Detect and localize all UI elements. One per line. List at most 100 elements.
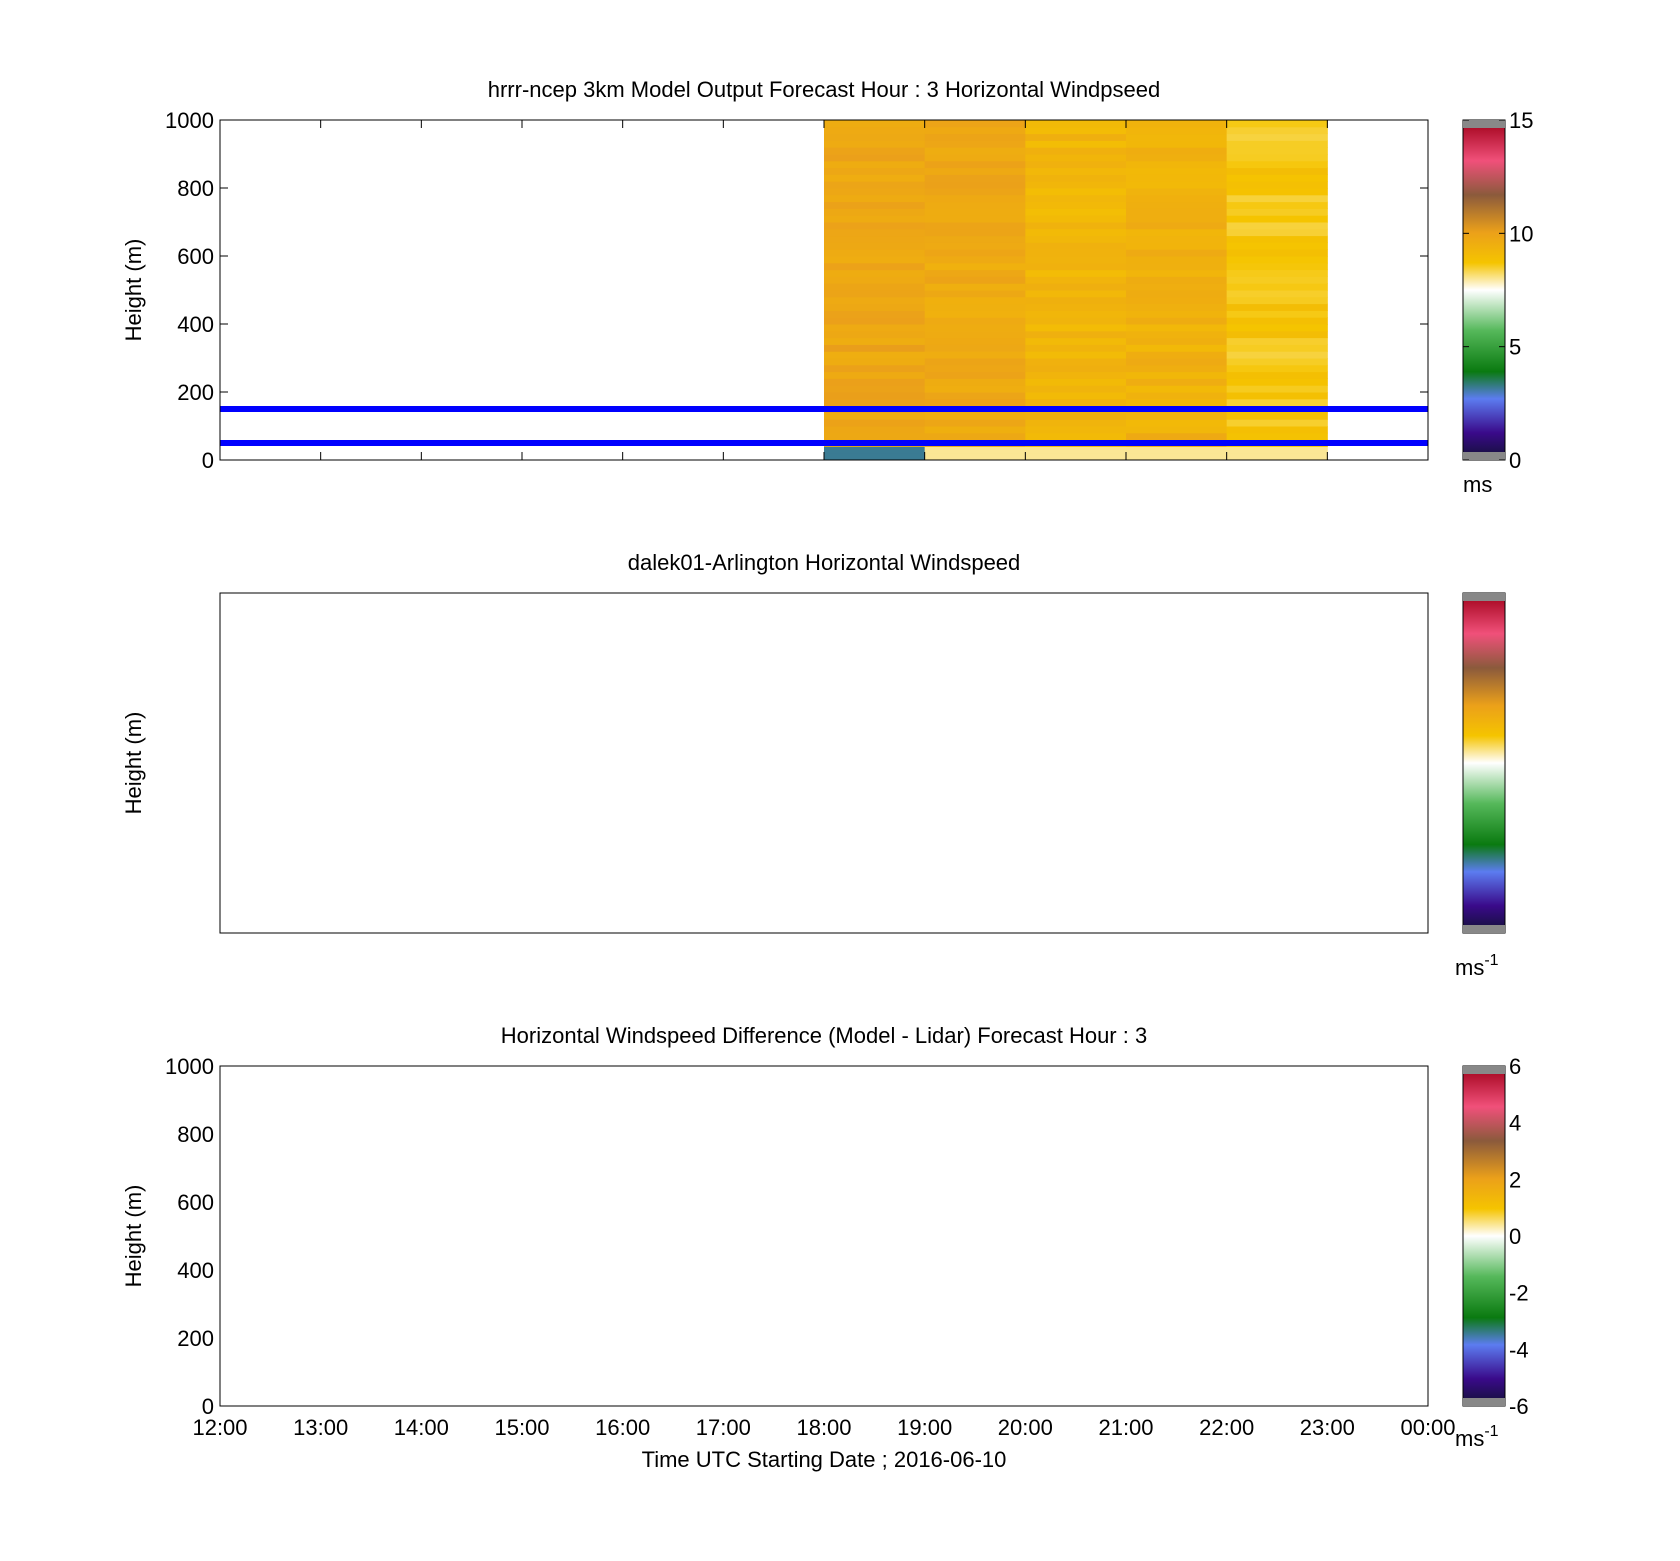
colorbar-tick-label: 5 — [1509, 335, 1521, 360]
heatmap-cell — [924, 167, 1026, 175]
colorbar-cap-bottom — [1463, 925, 1505, 933]
colorbar-tick-label: 6 — [1509, 1054, 1521, 1079]
heatmap-cell — [1126, 222, 1228, 230]
heatmap-cell — [824, 147, 926, 155]
heatmap-cell — [1126, 188, 1228, 196]
heatmap-cell — [1226, 269, 1328, 277]
heatmap-cell — [924, 222, 1026, 230]
heatmap-cell — [824, 154, 926, 162]
heatmap-cell — [1126, 419, 1228, 427]
heatmap-cell — [924, 432, 1026, 441]
heatmap-cell — [1226, 120, 1328, 128]
heatmap-cell — [1226, 412, 1328, 420]
heatmap-cell — [824, 215, 926, 223]
heatmap-cell — [1226, 126, 1328, 135]
heatmap-cell — [1226, 426, 1328, 434]
x-tick-label: 23:00 — [1300, 1415, 1355, 1440]
heatmap-cell — [924, 398, 1026, 407]
heatmap-cell — [1126, 174, 1228, 182]
heatmap-cell — [1025, 303, 1127, 311]
colorbar-tick-label: -6 — [1509, 1394, 1529, 1419]
heatmap-cell — [924, 283, 1026, 291]
heatmap-cell — [824, 201, 926, 209]
heatmap-cell — [1025, 174, 1127, 182]
heatmap-cell — [824, 140, 926, 148]
heatmap-cell — [1025, 154, 1127, 162]
x-axis-label: Time UTC Starting Date ; 2016-06-10 — [642, 1447, 1007, 1472]
x-axis-ticks — [219, 120, 1429, 460]
heatmap-cell — [1025, 283, 1127, 291]
heatmap-cell — [1226, 364, 1328, 373]
heatmap-cell — [824, 160, 926, 169]
colorbar-unit-text: ms — [1455, 1426, 1484, 1451]
heatmap-cell — [924, 358, 1026, 366]
colorbar-unit-exponent: -1 — [1484, 952, 1498, 969]
heatmap-cell — [824, 181, 926, 189]
heatmap-cell — [1126, 453, 1228, 460]
colorbar-unit-exponent: -1 — [1484, 1423, 1498, 1440]
colorbar-tick-label: 15 — [1509, 108, 1533, 133]
y-tick-label: 200 — [177, 1326, 214, 1351]
x-tick-label: 16:00 — [595, 1415, 650, 1440]
heatmap-cell — [824, 269, 926, 277]
heatmap-cell — [1025, 290, 1127, 298]
heatmap-cell — [1025, 351, 1127, 359]
heatmap-cell — [1226, 371, 1328, 379]
panel-title: dalek01-Arlington Horizontal Windspeed — [628, 550, 1021, 575]
heatmap-cell — [924, 371, 1026, 379]
heatmap-cell — [824, 371, 926, 379]
colorbar-tick-label: -4 — [1509, 1337, 1529, 1362]
heatmap-cell — [824, 174, 926, 182]
y-tick-label: 400 — [177, 312, 214, 337]
heatmap-cell — [924, 385, 1026, 393]
y-axis-ticks: 0 200 400 600 800 1000 — [165, 108, 1428, 473]
plot-frame — [219, 592, 1429, 934]
heatmap-cell — [824, 228, 926, 237]
heatmap-cell — [1025, 222, 1127, 230]
y-axis-label: Height (m) — [121, 712, 146, 815]
colorbar-unit: ms — [1463, 472, 1492, 497]
heatmap-cell — [824, 412, 926, 420]
colorbar-cap-top — [1463, 593, 1505, 601]
heatmap-cell — [1126, 167, 1228, 175]
heatmap-cell — [1025, 147, 1127, 155]
panel-title: Horizontal Windspeed Difference (Model -… — [501, 1023, 1147, 1048]
heatmap-cell — [1126, 432, 1228, 441]
heatmap-cell — [1226, 262, 1328, 271]
heatmap-cell — [824, 378, 926, 386]
colorbar-tick-label: 0 — [1509, 1224, 1521, 1249]
heatmap-cell — [1226, 392, 1328, 400]
heatmap-cell — [1126, 446, 1228, 454]
heatmap-cell — [1025, 358, 1127, 366]
heatmap-cell — [1025, 262, 1127, 271]
heatmap-cell — [924, 337, 1026, 345]
heatmap-cell — [824, 242, 926, 250]
heatmap-cell — [1025, 208, 1127, 216]
heatmap-cell — [824, 385, 926, 393]
heatmap-cell — [824, 133, 926, 141]
plot-background — [220, 593, 1428, 933]
colorbar-scale — [1462, 1065, 1506, 1407]
heatmap-cell — [1226, 330, 1328, 339]
heatmap-cell — [824, 337, 926, 345]
heatmap-cell — [824, 358, 926, 366]
heatmap-cell — [924, 303, 1026, 311]
heatmap-cell — [1226, 358, 1328, 366]
heatmap-cell — [1226, 228, 1328, 237]
heatmap-cell — [824, 120, 926, 128]
x-tick-label: 15:00 — [494, 1415, 549, 1440]
colorbar-cap-bottom — [1463, 1398, 1505, 1406]
heatmap-cell — [924, 228, 1026, 237]
heatmap-cell — [924, 412, 1026, 420]
heatmap-cell — [1025, 330, 1127, 339]
colorbar-tick-label: 2 — [1509, 1167, 1521, 1192]
x-tick-label: 20:00 — [998, 1415, 1053, 1440]
heatmap-cell — [924, 269, 1026, 277]
heatmap-cell — [1025, 256, 1127, 264]
y-tick-label: 0 — [202, 448, 214, 473]
heatmap-cell — [1226, 194, 1328, 203]
y-tick-label: 600 — [177, 244, 214, 269]
heatmap-cell — [1126, 208, 1228, 216]
heatmap-cell — [1025, 120, 1127, 128]
heatmap-cell — [824, 324, 926, 332]
